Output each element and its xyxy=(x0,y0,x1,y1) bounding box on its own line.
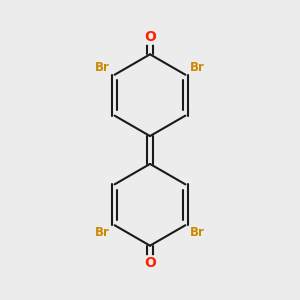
Text: Br: Br xyxy=(190,61,205,74)
Text: O: O xyxy=(144,30,156,44)
Text: Br: Br xyxy=(95,61,110,74)
Text: Br: Br xyxy=(95,226,110,239)
Text: Br: Br xyxy=(190,226,205,239)
Text: O: O xyxy=(144,256,156,270)
